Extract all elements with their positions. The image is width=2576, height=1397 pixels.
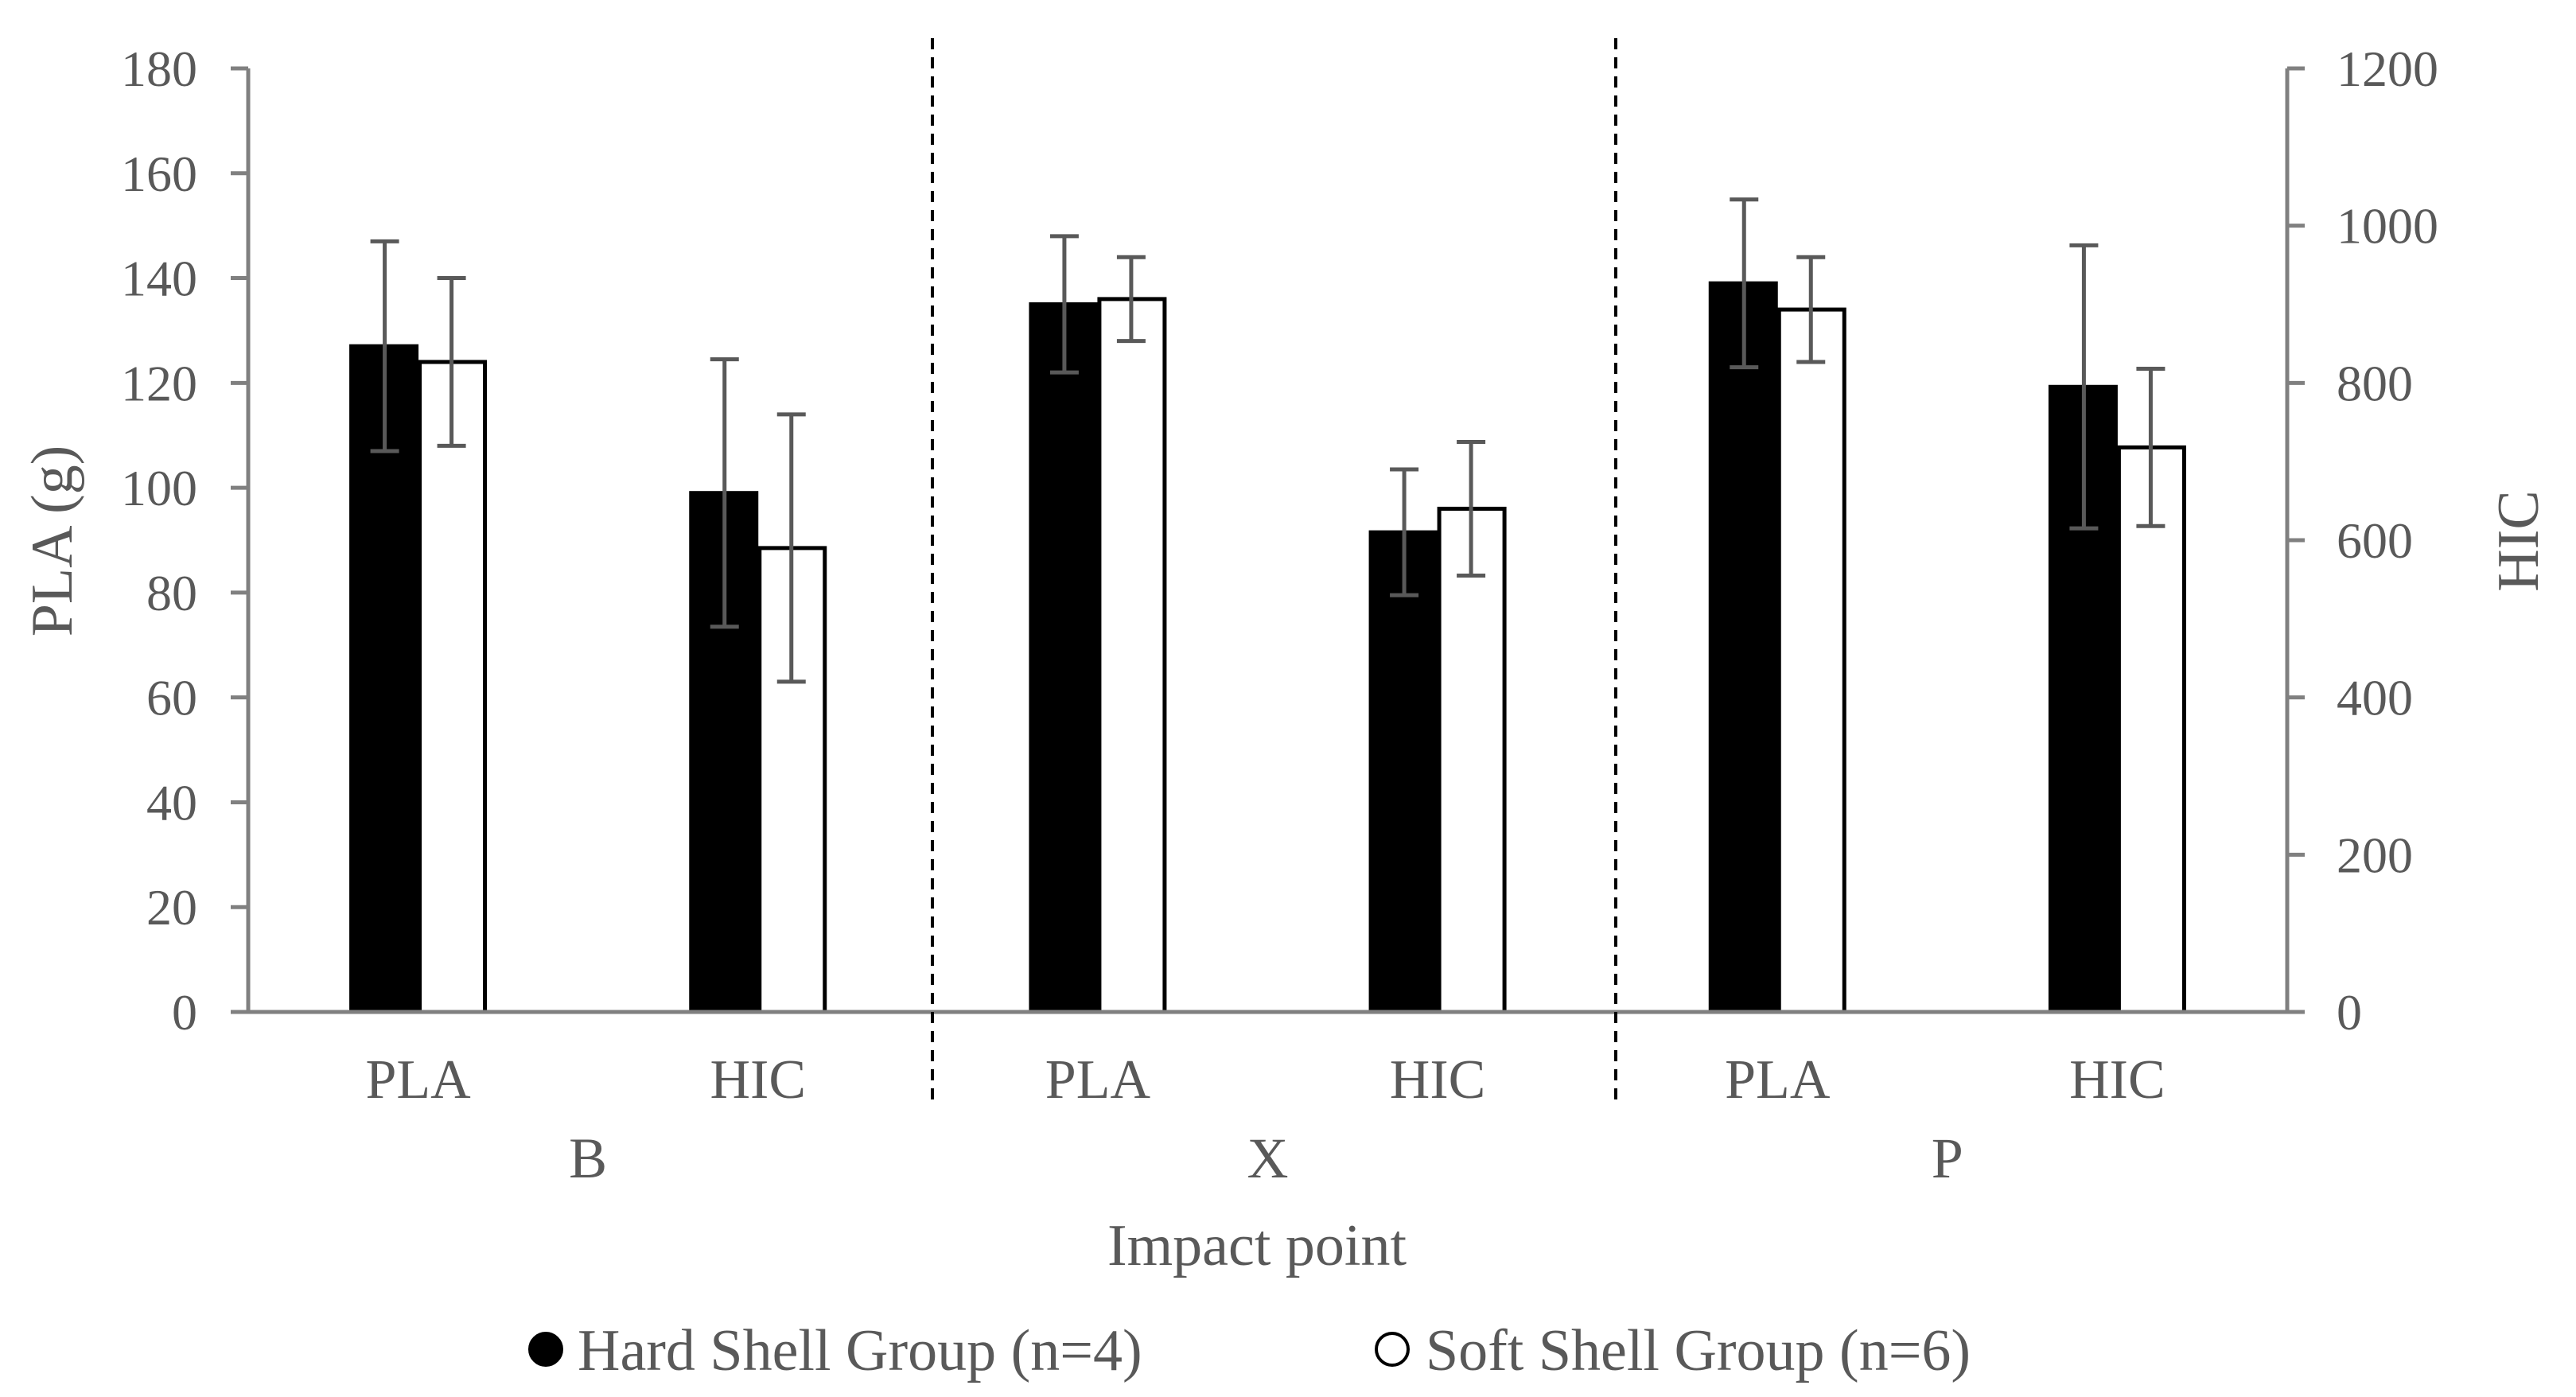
bar-soft-shell <box>1437 506 1507 1014</box>
y-tick-label: 160 <box>121 146 197 202</box>
bar-hard-shell <box>1029 302 1099 1014</box>
right-axis-ticks: 0 200 400 600 800 1000 1200 <box>2287 41 2438 1041</box>
y2-tick-label: 0 <box>2337 984 2362 1041</box>
x-axis-title: Impact point <box>1107 1213 1407 1278</box>
y-tick-label: 120 <box>121 355 197 411</box>
legend-label-soft-shell: Soft Shell Group (n=6) <box>1426 1318 1971 1383</box>
y-tick-label: 60 <box>146 670 197 726</box>
error-bars <box>370 197 2165 684</box>
y2-tick-label: 1000 <box>2337 198 2438 255</box>
bar-hard-shell <box>1708 281 1778 1014</box>
left-axis-ticks: 0 20 40 60 80 100 120 140 160 180 <box>121 41 248 1041</box>
bar-hard-shell <box>1368 530 1438 1014</box>
y-tick-label: 180 <box>121 41 197 97</box>
y-tick-label: 40 <box>146 774 197 831</box>
legend-marker-hard-shell <box>528 1332 563 1367</box>
legend: Hard Shell Group (n=4) Soft Shell Group … <box>528 1318 1971 1383</box>
y2-tick-label: 400 <box>2337 670 2413 726</box>
y2-tick-label: 600 <box>2337 512 2413 569</box>
y2-tick-label: 800 <box>2337 355 2413 411</box>
y-tick-label: 80 <box>146 565 197 621</box>
bar-soft-shell <box>1776 307 1846 1014</box>
y-tick-label: 20 <box>146 879 197 936</box>
y-tick-label: 0 <box>172 984 197 1041</box>
y-axis-title: PLA (g) <box>20 446 85 637</box>
bar-soft-shell <box>418 360 488 1014</box>
group-label: B <box>569 1127 607 1190</box>
bar-series <box>349 281 2186 1014</box>
category-labels: PLA HIC PLA HIC PLA HIC <box>365 1049 2165 1111</box>
bar-hard-shell <box>689 491 759 1014</box>
category-label: PLA <box>365 1049 471 1111</box>
y-tick-label: 140 <box>121 251 197 307</box>
bar-soft-shell <box>2116 445 2186 1014</box>
category-label: HIC <box>1390 1049 1486 1111</box>
category-label: HIC <box>710 1049 806 1111</box>
category-label: PLA <box>1045 1049 1151 1111</box>
legend-marker-soft-shell <box>1375 1332 1410 1367</box>
category-label: PLA <box>1725 1049 1831 1111</box>
y2-tick-label: 200 <box>2337 827 2413 883</box>
y2-axis-title: HIC <box>2486 490 2551 591</box>
y-tick-label: 100 <box>121 460 197 516</box>
y2-tick-label: 1200 <box>2337 41 2438 97</box>
bar-soft-shell <box>1097 297 1167 1014</box>
category-label: HIC <box>2069 1049 2165 1111</box>
group-label: X <box>1247 1127 1289 1190</box>
group-label: P <box>1932 1127 1963 1190</box>
legend-label-hard-shell: Hard Shell Group (n=4) <box>578 1318 1142 1383</box>
